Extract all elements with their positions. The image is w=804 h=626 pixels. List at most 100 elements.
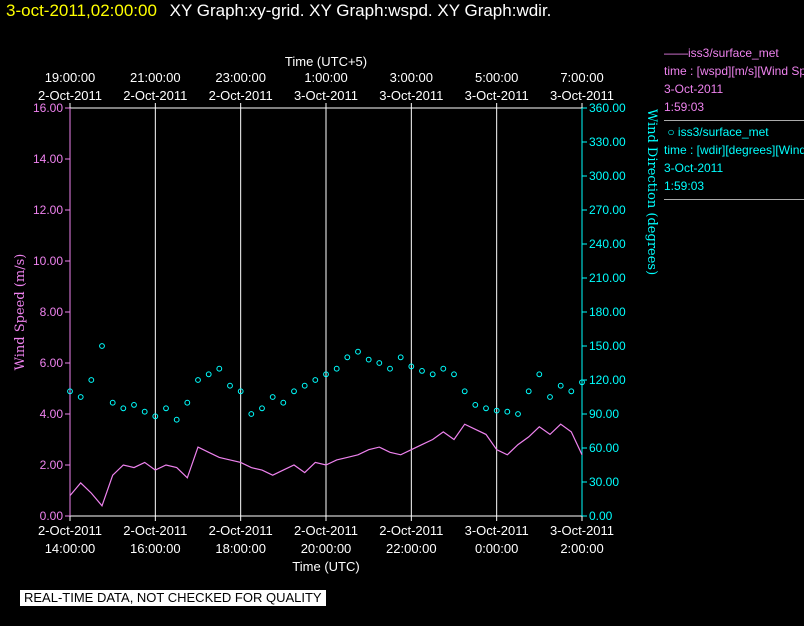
wind-direction-point-22 (301, 382, 308, 389)
wind-direction-point-9 (163, 405, 169, 412)
bottom-tick-time-5: 0:00:00 (475, 541, 518, 556)
wind-direction-point-6 (131, 402, 137, 408)
wind-direction-point-36 (451, 371, 457, 378)
left-tick-label-1: 2.00 (40, 458, 64, 472)
wind-direction-point-47 (568, 388, 575, 395)
right-axis-title: Wind Direction (degrees) (644, 109, 659, 275)
top-tick-time-0: 19:00:00 (45, 70, 96, 85)
top-tick-date-6: 3-Oct-2011 (550, 88, 614, 103)
bottom-tick-date-5: 3-Oct-2011 (465, 523, 529, 538)
legend-direction-time: 1:59:03 (664, 179, 705, 193)
wind-direction-point-29 (376, 360, 383, 366)
bottom-tick-date-3: 2-Oct-2011 (294, 523, 358, 538)
wind-direction-point-3 (99, 343, 105, 349)
wind-direction-point-35 (440, 365, 447, 372)
bottom-tick-date-4: 2-Oct-2011 (379, 523, 443, 538)
top-tick-date-0: 2-Oct-2011 (38, 88, 102, 103)
wind-direction-point-25 (333, 365, 340, 372)
legend-direction-variable: time : [wdir][degrees][Wind Direction] (664, 143, 804, 157)
right-tick-label-10: 300.00 (589, 169, 626, 183)
top-tick-time-2: 23:00:00 (215, 70, 266, 85)
wind-direction-point-27 (355, 348, 361, 355)
wind-direction-point-41 (504, 408, 511, 415)
legend-speed-variable: time : [wspd][m/s][Wind Speed] (664, 64, 804, 78)
bottom-tick-date-6: 3-Oct-2011 (550, 523, 614, 538)
top-tick-date-4: 3-Oct-2011 (379, 88, 443, 103)
top-tick-time-6: 7:00:00 (560, 70, 603, 85)
bottom-tick-date-0: 2-Oct-2011 (38, 523, 102, 538)
top-tick-time-5: 5:00:00 (475, 70, 518, 85)
top-tick-time-1: 21:00:00 (130, 70, 181, 85)
wind-direction-point-43 (525, 388, 532, 395)
right-tick-label-0: 0.00 (589, 509, 613, 523)
wind-direction-point-26 (344, 354, 351, 361)
wind-direction-point-28 (365, 356, 372, 363)
wind-direction-point-2 (88, 377, 95, 383)
wind-direction-point-39 (483, 405, 489, 412)
wind-direction-point-34 (429, 371, 436, 378)
right-tick-label-12: 360.00 (589, 101, 626, 115)
left-tick-label-4: 8.00 (40, 305, 64, 319)
bottom-tick-time-2: 18:00:00 (215, 541, 266, 556)
series-wind-speed-line (69, 423, 583, 507)
timestamp: 3-oct-2011,02:00:00 (6, 1, 157, 20)
wind-direction-point-32 (408, 363, 415, 370)
left-tick-label-2: 4.00 (40, 407, 64, 421)
left-tick-label-7: 14.00 (33, 152, 63, 166)
wind-direction-point-15 (227, 382, 233, 389)
legend-direction: ○ iss3/surface_met time : [wdir][degrees… (664, 123, 804, 200)
wind-direction-point-8 (152, 413, 159, 420)
top-axis-title: Time (UTC+5) (285, 54, 367, 69)
wind-direction-point-11 (184, 399, 191, 406)
wind-direction-point-21 (291, 388, 297, 395)
wind-direction-point-12 (195, 377, 201, 383)
bottom-tick-time-3: 20:00:00 (301, 541, 352, 556)
wind-direction-point-30 (387, 365, 393, 372)
legend-direction-name: iss3/surface_met (677, 125, 769, 139)
right-tick-label-9: 270.00 (589, 203, 626, 217)
left-tick-label-8: 16.00 (33, 101, 63, 115)
wind-direction-point-46 (557, 382, 564, 389)
legend-direction-marker: ○ (664, 125, 678, 139)
title-bar: 3-oct-2011,02:00:00 XY Graph:xy-grid. XY… (6, 0, 551, 22)
wind-direction-point-1 (77, 394, 84, 400)
wind-direction-point-23 (312, 377, 319, 383)
wind-direction-point-45 (547, 394, 553, 400)
bottom-tick-date-1: 2-Oct-2011 (123, 523, 187, 538)
top-tick-date-3: 3-Oct-2011 (294, 88, 358, 103)
bottom-tick-time-1: 16:00:00 (130, 541, 181, 556)
right-tick-label-4: 120.00 (589, 373, 626, 387)
legend-speed-line-swatch: —— (664, 46, 688, 60)
legend-speed-date: 3-Oct-2011 (664, 82, 724, 96)
wind-direction-point-5 (120, 405, 127, 412)
wind-direction-point-18 (259, 405, 265, 412)
bottom-tick-time-6: 2:00:00 (560, 541, 603, 556)
wind-direction-point-37 (461, 388, 468, 395)
bottom-tick-time-4: 22:00:00 (386, 541, 437, 556)
wind-direction-point-7 (141, 408, 148, 415)
graph-list: XY Graph:xy-grid. XY Graph:wspd. XY Grap… (169, 1, 552, 20)
legend-speed-name: iss3/surface_met (688, 46, 779, 60)
wind-direction-point-0 (67, 388, 73, 395)
wind-direction-point-10 (173, 416, 180, 423)
wind-direction-point-19 (269, 394, 276, 400)
wind-direction-point-14 (216, 365, 223, 372)
wind-direction-point-48 (579, 379, 585, 386)
wind-direction-point-17 (248, 411, 255, 417)
left-tick-label-6: 12.00 (33, 203, 63, 217)
right-tick-label-11: 330.00 (589, 135, 626, 149)
wind-direction-point-44 (536, 371, 543, 378)
wind-direction-point-31 (397, 354, 404, 361)
legend-direction-date: 3-Oct-2011 (664, 161, 724, 175)
bottom-tick-date-2: 2-Oct-2011 (209, 523, 273, 538)
bottom-tick-time-0: 14:00:00 (45, 541, 96, 556)
wind-direction-point-33 (419, 368, 425, 374)
wind-direction-point-42 (515, 411, 521, 417)
right-tick-label-2: 60.00 (589, 441, 619, 455)
wind-direction-point-40 (493, 407, 500, 414)
wind-direction-point-24 (323, 371, 329, 378)
right-tick-label-7: 210.00 (589, 271, 626, 285)
top-tick-date-2: 2-Oct-2011 (209, 88, 273, 103)
top-tick-date-1: 2-Oct-2011 (123, 88, 187, 103)
legend-speed: ——iss3/surface_met time : [wspd][m/s][Wi… (664, 44, 804, 121)
